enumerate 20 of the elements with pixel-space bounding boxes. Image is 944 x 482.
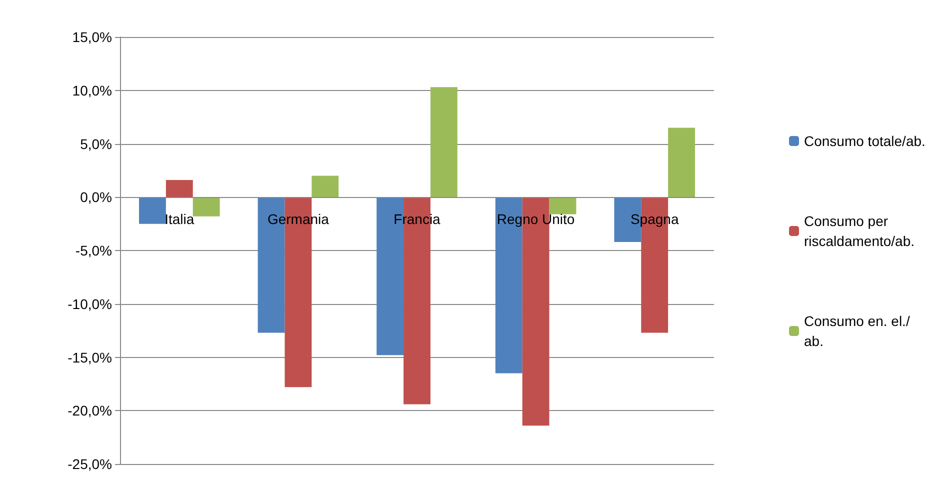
y-tick-label: -15,0% [68, 349, 112, 366]
y-tick-label: -25,0% [68, 456, 112, 472]
legend-label: Consumo en. el./ab. [804, 313, 910, 349]
legend-label: Consumo per riscaldamento/ab. [804, 213, 915, 249]
bar [668, 128, 695, 198]
legend-label: Consumo totale/ab. [804, 133, 926, 149]
y-tick-label: 10,0% [72, 82, 112, 98]
bar [312, 176, 339, 198]
bar [192, 197, 220, 216]
y-tick-label: -20,0% [68, 402, 112, 419]
bar [166, 180, 193, 198]
y-tick-label: -10,0% [68, 296, 112, 312]
bar [139, 197, 166, 224]
x-tick-label: Germania [267, 211, 330, 228]
y-tick-label: -5,0% [75, 242, 112, 258]
y-tick-label: 0,0% [80, 189, 112, 206]
y-tick-label: 15,0% [72, 29, 112, 45]
bar [430, 87, 458, 198]
y-tick-label: 5,0% [80, 136, 112, 152]
bar [549, 197, 576, 214]
